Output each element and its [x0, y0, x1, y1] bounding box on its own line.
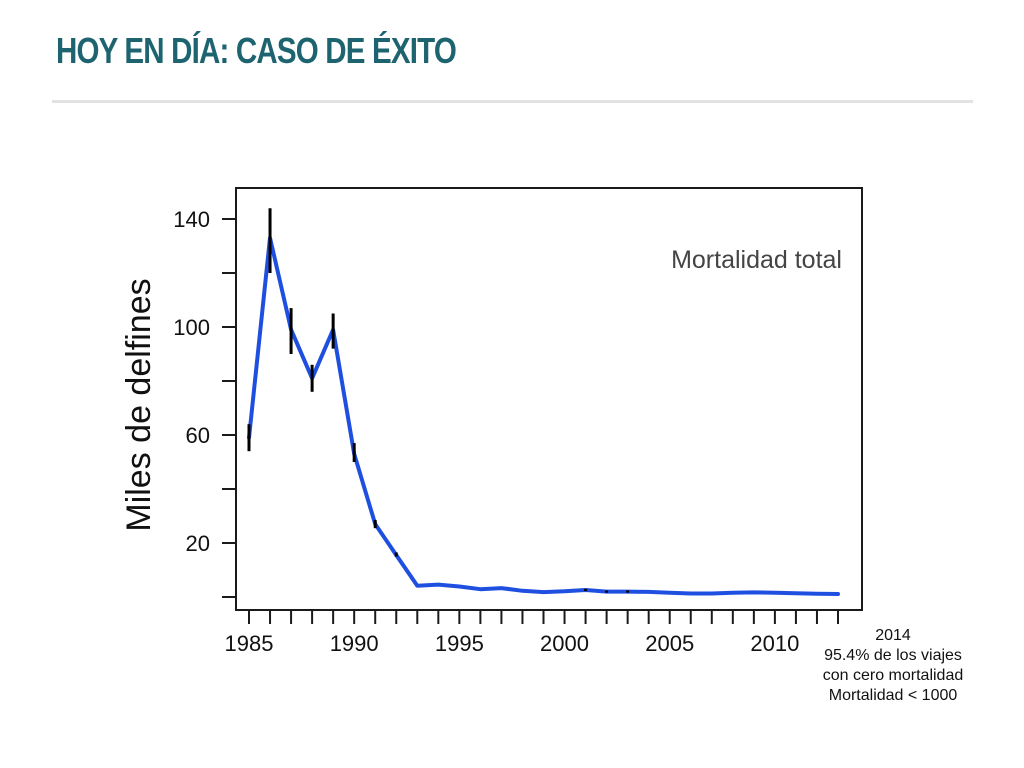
y-axis: 20 60 100 140	[173, 207, 236, 598]
y-tick-label: 60	[186, 423, 210, 448]
note-line-trips: 95.4% de los viajes	[824, 647, 962, 664]
y-tick-label: 140	[173, 207, 210, 232]
note-line-mortality: Mortalidad < 1000	[828, 687, 958, 704]
x-tick-label: 2005	[645, 631, 694, 656]
x-tick-label: 1995	[435, 631, 484, 656]
note-line-zero: con cero mortalidad	[822, 667, 964, 684]
x-tick-label: 2000	[540, 631, 589, 656]
y-axis-label: Miles de delfines	[120, 278, 158, 531]
series-line-mortality	[247, 235, 840, 596]
title-divider	[52, 100, 973, 103]
note-2014: 2014 95.4% de los viajes con cero mortal…	[800, 626, 986, 706]
x-tick-label: 1990	[330, 631, 379, 656]
plot-frame	[235, 187, 863, 611]
x-tick-label: 1985	[225, 631, 274, 656]
x-tick-label: 2010	[750, 631, 799, 656]
slide-title: HOY EN DÍA: CASO DE ÉXITO	[56, 30, 457, 71]
annotation-label: Mortalidad total	[671, 246, 842, 274]
y-tick-label: 100	[173, 315, 210, 340]
y-tick-label: 20	[186, 531, 210, 556]
error-bars	[247, 208, 630, 593]
x-axis: 1985 1990 1995 2000 2005 2010	[225, 610, 839, 656]
note-line-year: 2014	[875, 627, 911, 644]
